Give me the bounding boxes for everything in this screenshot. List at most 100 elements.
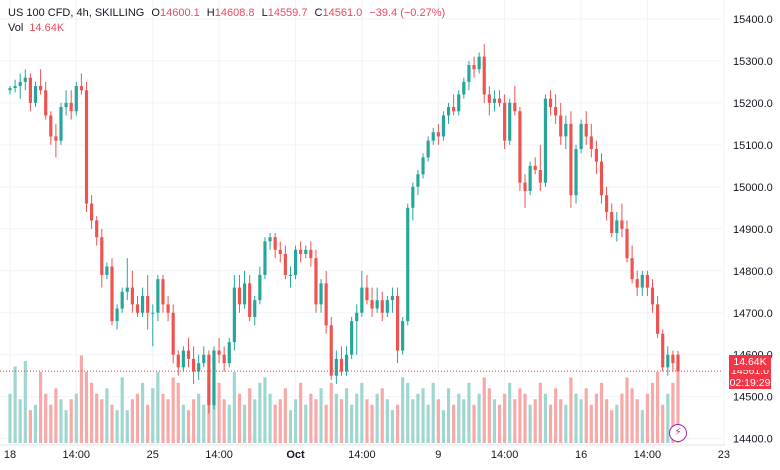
volume-bar: [513, 399, 517, 443]
candle-body: [8, 88, 12, 91]
candle-body: [497, 98, 502, 103]
price-candles: [8, 44, 680, 414]
grid-lines: [0, 0, 725, 445]
candle-body: [467, 65, 471, 82]
candle: [503, 94, 507, 150]
candle: [44, 81, 48, 120]
candle: [467, 60, 471, 91]
volume-bar: [605, 399, 609, 443]
candle-body: [666, 354, 670, 368]
candle-body: [503, 102, 507, 141]
candle-body: [569, 123, 573, 196]
candle: [268, 232, 272, 250]
candle: [671, 350, 675, 372]
candle: [100, 228, 104, 288]
volume-bar: [64, 410, 68, 443]
volume-bar: [365, 399, 369, 443]
price-tick-label: 14500.0: [733, 392, 773, 404]
candle-body: [375, 300, 379, 309]
volume-bar: [630, 388, 634, 443]
candle: [191, 346, 196, 385]
candle: [462, 77, 466, 99]
candle-body: [90, 203, 94, 221]
volume-bar: [74, 393, 78, 443]
candle: [197, 354, 201, 380]
candle: [477, 52, 481, 74]
candle-body: [74, 86, 78, 112]
candle: [176, 350, 180, 376]
price-tick-label: 14400.0: [733, 434, 773, 446]
candle-body: [39, 86, 43, 91]
candle-body: [329, 325, 333, 376]
volume-bar: [477, 393, 481, 443]
volume-bar: [202, 404, 206, 443]
candle: [79, 73, 83, 95]
time-tick-label: 14:00: [63, 449, 91, 461]
candle: [457, 90, 461, 116]
volume-bar: [625, 377, 629, 443]
candle-body: [431, 132, 435, 141]
volume-bar: [375, 393, 379, 443]
candle: [656, 295, 660, 338]
time-tick-label: 16: [575, 449, 587, 461]
candle-body: [140, 295, 145, 313]
volume-bar: [273, 404, 277, 443]
candle: [227, 337, 231, 368]
volume-bar: [242, 404, 247, 443]
volume-bar: [13, 366, 17, 443]
candle-body: [95, 220, 99, 238]
volume-bar: [212, 388, 216, 443]
candle: [324, 270, 328, 334]
open-label: O: [151, 7, 160, 19]
volume-bar: [237, 393, 242, 443]
volume-bar: [304, 404, 308, 443]
candle-body: [64, 102, 68, 108]
candle-body: [288, 274, 293, 276]
volume-bar: [533, 399, 537, 443]
volume-bar: [39, 371, 43, 443]
volume-bar: [661, 404, 665, 443]
candle: [625, 220, 629, 263]
candle: [375, 287, 379, 313]
candle-body: [176, 354, 180, 368]
candle: [258, 266, 262, 305]
candle: [156, 274, 160, 322]
volume-bar: [579, 399, 583, 443]
candle-body: [416, 174, 420, 187]
candle: [594, 140, 598, 175]
candle-body: [237, 287, 242, 305]
candle: [421, 153, 425, 179]
volume-bar: [186, 410, 191, 443]
candle-body: [390, 295, 395, 301]
candle: [273, 232, 277, 259]
candle: [212, 346, 216, 410]
last-volume-tag: 14.64K: [729, 354, 771, 370]
change-value: −39.4 (−0.27%): [369, 7, 446, 19]
time-tick-label: 14:00: [348, 449, 376, 461]
volume-bar: [197, 393, 201, 443]
lightning-icon[interactable]: ⚡: [669, 424, 687, 442]
volume-bar: [390, 410, 395, 443]
candle: [605, 186, 609, 221]
candle: [8, 86, 12, 95]
volume-bar: [146, 404, 150, 443]
candle: [309, 241, 313, 267]
volume-bar: [156, 371, 160, 443]
volume-bar: [411, 399, 415, 443]
candle: [482, 44, 486, 103]
time-axis[interactable]: 18 14:00 25 14:00 Oct 14:00 9 14:00 16 14:00 23: [4, 449, 730, 461]
candle-body: [105, 266, 109, 275]
volume-bar: [105, 388, 109, 443]
volume-bar: [263, 377, 267, 443]
volume-bar: [166, 399, 170, 443]
candle-body: [186, 350, 191, 359]
volume-bar: [227, 404, 231, 443]
volume-bar: [248, 388, 252, 443]
candle: [635, 270, 639, 296]
volume-bar: [441, 410, 446, 443]
volume-bar: [110, 404, 114, 443]
high-value: 14608.8: [214, 7, 255, 19]
candle-body: [355, 312, 359, 322]
volume-bar: [222, 399, 226, 443]
